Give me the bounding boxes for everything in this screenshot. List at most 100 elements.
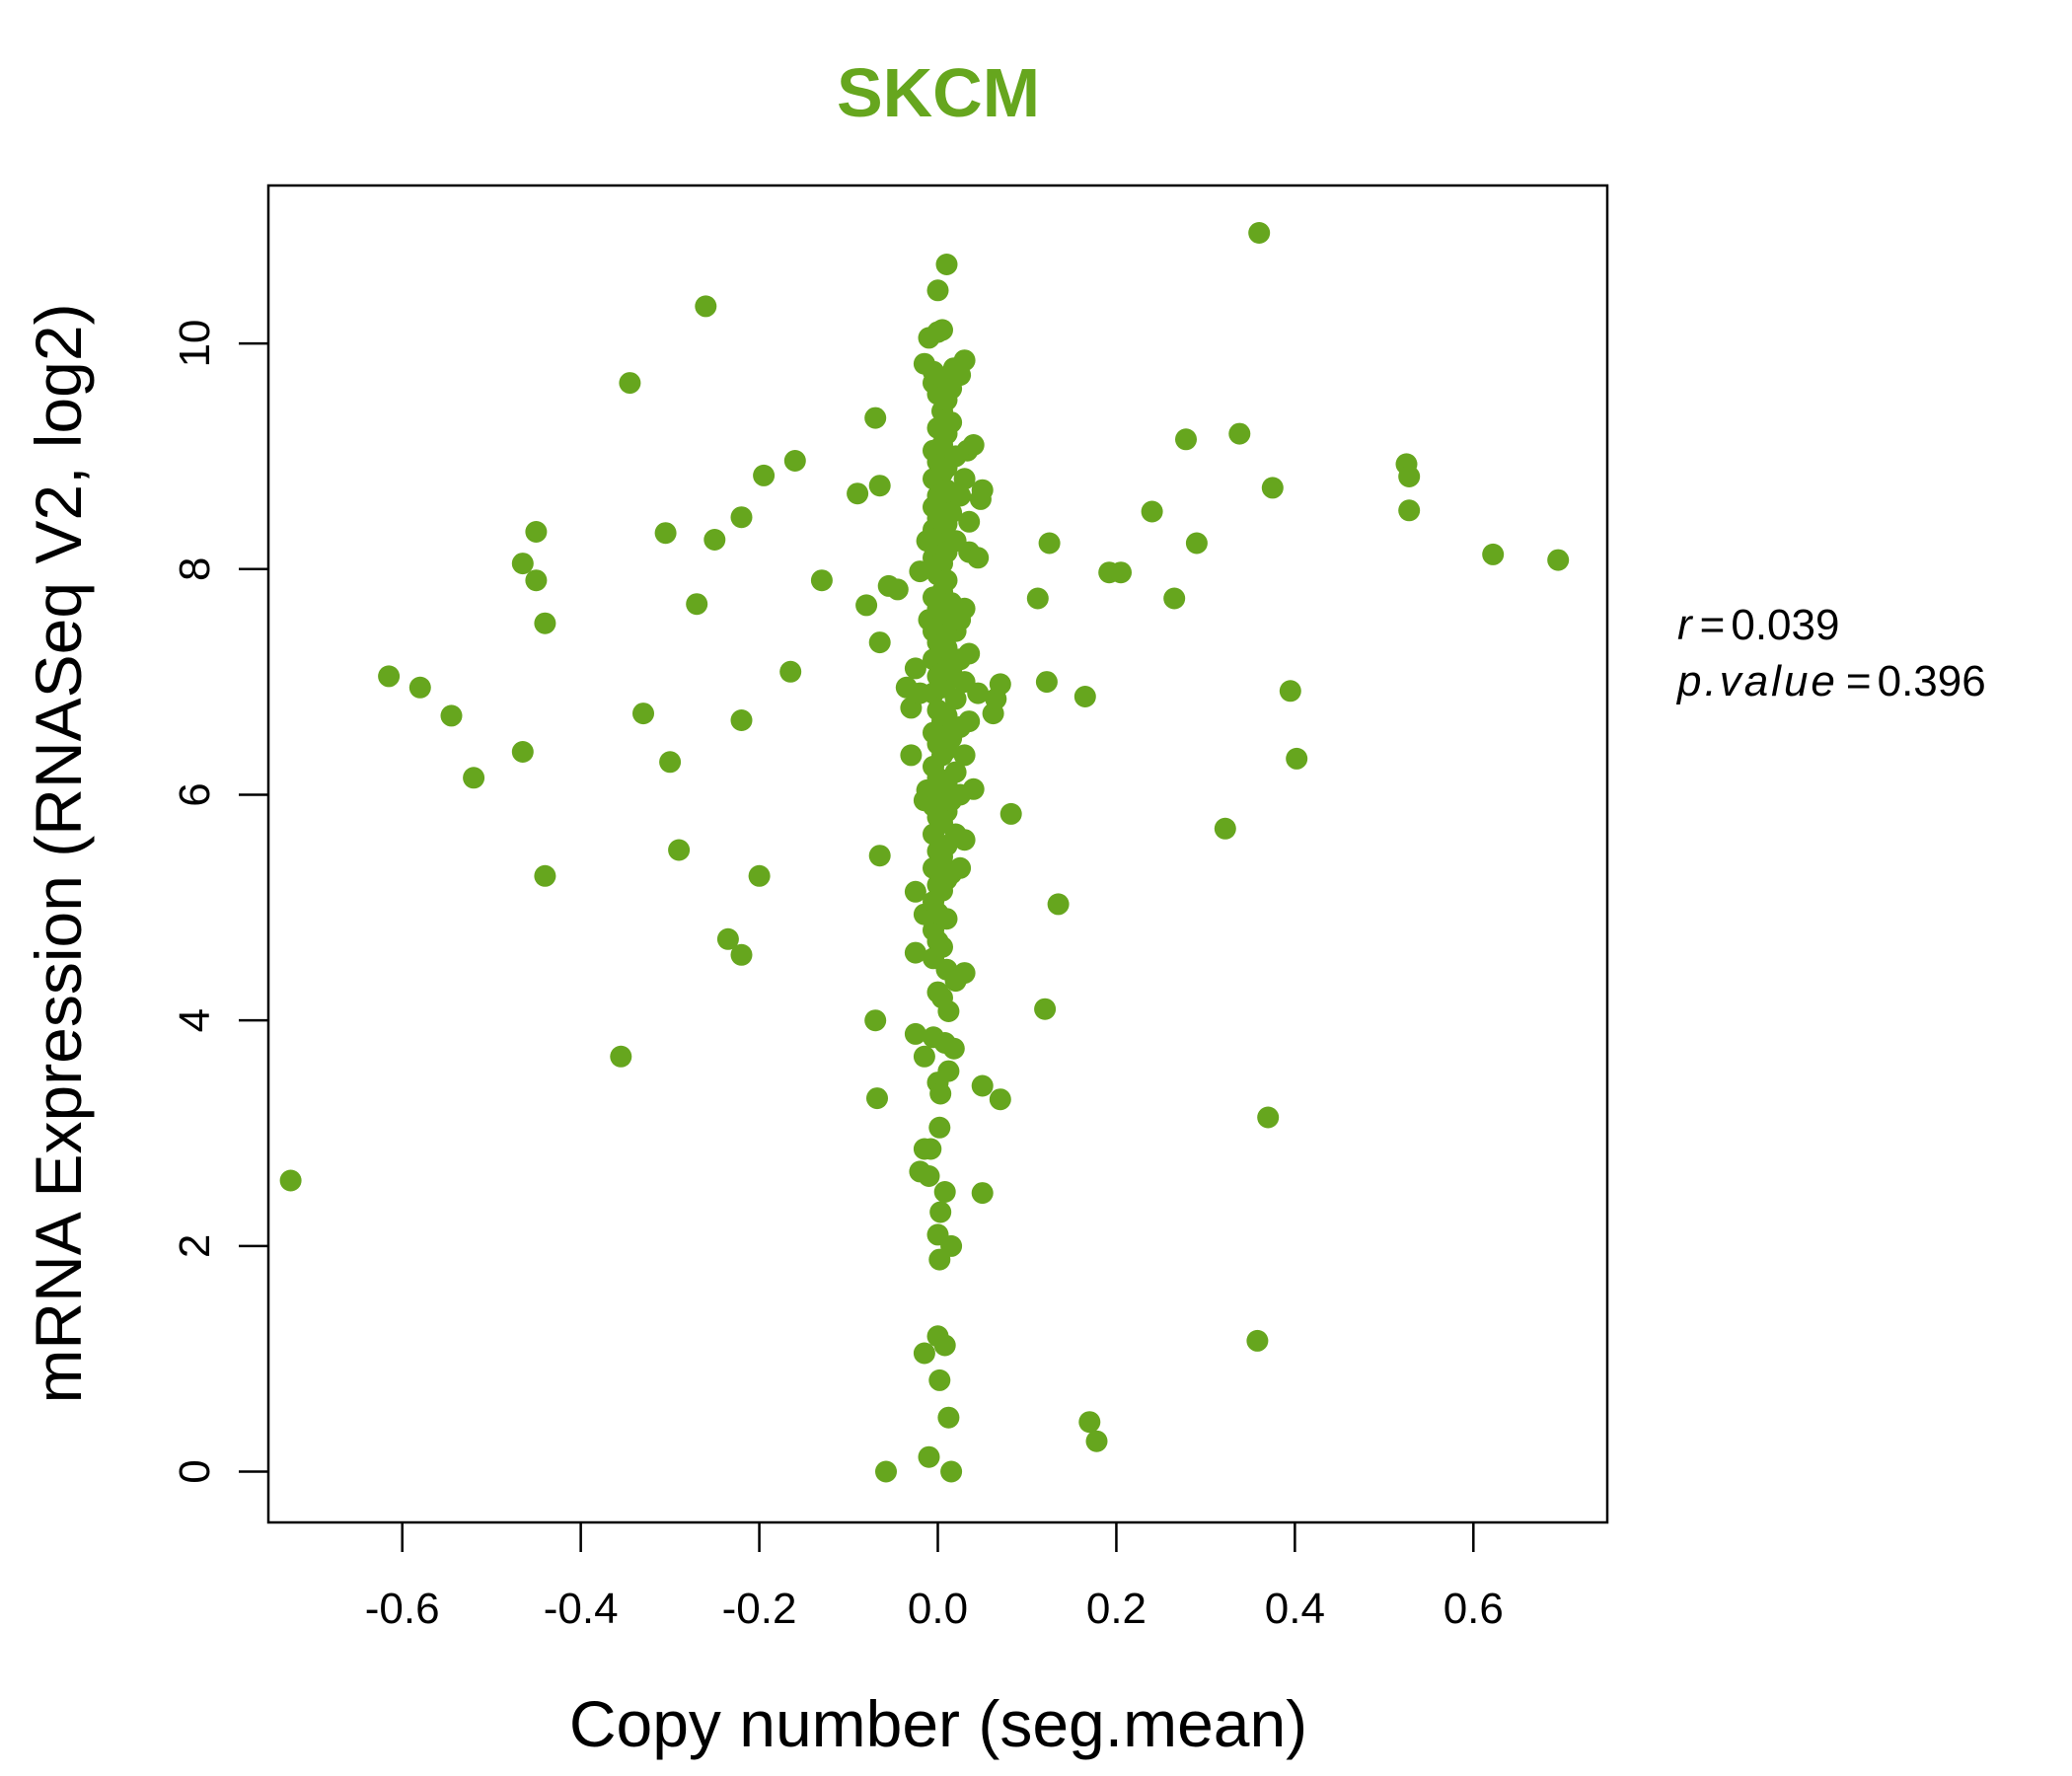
data-point bbox=[953, 597, 976, 620]
x-tick-label: 0.0 bbox=[908, 1585, 968, 1633]
data-point bbox=[931, 319, 953, 341]
data-point bbox=[962, 434, 985, 456]
data-point bbox=[1547, 549, 1570, 571]
data-point bbox=[953, 349, 976, 372]
y-axis-label: mRNA Expression (RNASeq V2, log2) bbox=[22, 303, 95, 1403]
data-point bbox=[999, 802, 1022, 825]
data-point bbox=[935, 908, 958, 930]
data-point bbox=[866, 1087, 888, 1110]
data-point bbox=[1034, 998, 1057, 1020]
data-point bbox=[886, 578, 909, 601]
x-tick-label: -0.6 bbox=[365, 1585, 440, 1633]
data-point bbox=[958, 642, 981, 665]
data-point bbox=[971, 479, 994, 501]
data-point bbox=[918, 1445, 940, 1468]
data-point bbox=[1078, 1411, 1101, 1434]
data-point bbox=[904, 1022, 926, 1045]
data-point bbox=[511, 741, 534, 763]
data-point bbox=[940, 501, 963, 524]
data-point bbox=[1398, 466, 1421, 487]
data-point bbox=[1398, 499, 1421, 522]
data-point bbox=[716, 927, 739, 950]
p-equals: = bbox=[1846, 657, 1872, 705]
y-tick-label: 6 bbox=[171, 782, 219, 806]
data-point bbox=[935, 569, 958, 592]
data-point bbox=[933, 1181, 956, 1203]
r-value: 0.039 bbox=[1731, 601, 1839, 649]
data-point bbox=[695, 295, 717, 318]
data-point bbox=[864, 1009, 887, 1032]
data-point bbox=[931, 935, 953, 958]
r-stat: r = 0.039 bbox=[1677, 601, 1839, 649]
data-point bbox=[1026, 587, 1049, 610]
data-point bbox=[1185, 532, 1208, 555]
data-point bbox=[730, 943, 753, 966]
data-point bbox=[1248, 222, 1271, 244]
data-point bbox=[654, 522, 677, 545]
data-point bbox=[610, 1045, 632, 1068]
data-point bbox=[686, 593, 708, 616]
data-point bbox=[440, 704, 463, 727]
data-point bbox=[408, 676, 431, 699]
data-point bbox=[935, 254, 958, 275]
data-point bbox=[875, 1460, 897, 1483]
x-tick-label: 0.4 bbox=[1265, 1585, 1325, 1633]
data-point bbox=[279, 1169, 302, 1192]
data-point bbox=[1286, 747, 1308, 770]
data-point bbox=[525, 569, 548, 592]
data-point bbox=[1085, 1430, 1108, 1452]
data-point bbox=[940, 1460, 963, 1483]
chart-title: SKCM bbox=[837, 54, 1040, 131]
data-point bbox=[929, 1201, 952, 1223]
y-tick-label: 0 bbox=[171, 1459, 219, 1483]
data-point bbox=[730, 506, 753, 529]
x-axis-label: Copy number (seg.mean) bbox=[569, 1687, 1307, 1760]
data-point bbox=[989, 1088, 1011, 1111]
data-point bbox=[971, 1182, 994, 1205]
data-point bbox=[868, 475, 891, 497]
data-point bbox=[949, 484, 972, 507]
data-point bbox=[1141, 500, 1163, 523]
data-point bbox=[904, 941, 926, 964]
correlation-stats: r = 0.039 p.value = 0.396 bbox=[1675, 601, 1986, 705]
data-point bbox=[632, 703, 654, 725]
data-point bbox=[855, 594, 878, 617]
y-tick-label: 8 bbox=[171, 557, 219, 581]
data-point bbox=[953, 744, 976, 767]
data-point bbox=[953, 962, 976, 985]
data-point bbox=[1261, 477, 1284, 499]
data-points bbox=[279, 222, 1570, 1483]
data-point bbox=[1038, 532, 1061, 555]
data-point bbox=[940, 1234, 963, 1257]
data-point bbox=[920, 1138, 942, 1160]
data-point bbox=[783, 450, 806, 472]
data-point bbox=[1246, 1329, 1269, 1352]
data-point bbox=[659, 751, 682, 774]
data-point bbox=[953, 468, 976, 490]
r-label: r bbox=[1677, 601, 1694, 649]
data-point bbox=[928, 1116, 951, 1139]
data-point bbox=[958, 710, 981, 733]
data-point bbox=[1163, 587, 1186, 610]
data-point bbox=[1228, 422, 1251, 445]
data-point bbox=[913, 1342, 935, 1365]
data-point bbox=[1073, 686, 1096, 707]
data-point bbox=[1279, 680, 1301, 703]
data-point bbox=[900, 744, 923, 767]
data-point bbox=[940, 411, 963, 434]
x-tick-label: -0.4 bbox=[544, 1585, 619, 1633]
data-point bbox=[463, 767, 485, 789]
data-point bbox=[1110, 561, 1132, 584]
data-point bbox=[937, 1000, 960, 1022]
data-point bbox=[868, 631, 891, 654]
y-tick-label: 4 bbox=[171, 1008, 219, 1032]
data-point bbox=[967, 682, 990, 704]
data-point bbox=[1035, 671, 1058, 694]
data-point bbox=[534, 864, 556, 887]
x-axis: -0.6 -0.4 -0.2 0.0 0.2 0.4 0.6 bbox=[365, 1522, 1504, 1633]
data-point bbox=[1482, 543, 1505, 565]
data-point bbox=[928, 1369, 951, 1391]
data-point bbox=[962, 777, 985, 800]
data-point bbox=[958, 510, 981, 533]
data-point bbox=[942, 1037, 965, 1060]
